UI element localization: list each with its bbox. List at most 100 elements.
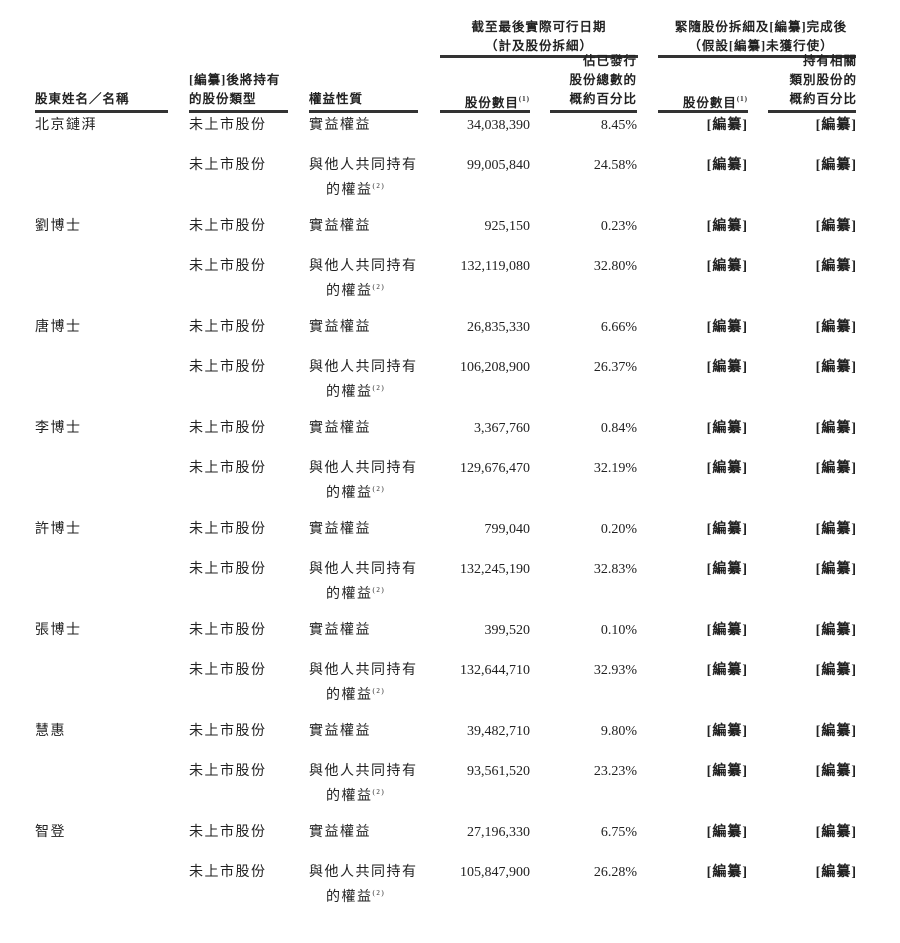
share-type: 未上市股份 (189, 421, 267, 436)
divider (35, 110, 168, 113)
header-line: 持有相關 (802, 54, 857, 68)
interest-text: 實益權益 (309, 320, 371, 335)
interest-line: 實益權益 (309, 520, 371, 540)
interest-text: 的權益 (326, 183, 373, 198)
shares-count: 105,847,900 (460, 865, 530, 880)
percentage: 32.93% (593, 663, 637, 678)
percentage-after-redacted: [編纂] (815, 259, 857, 274)
interest-nature: 實益權益 (309, 621, 371, 641)
share-type: 未上市股份 (189, 764, 267, 779)
percentage-after-redacted: [編纂] (815, 663, 857, 678)
share-type: 未上市股份 (189, 562, 267, 577)
interest-nature: 與他人共同持有 的權益(2) (309, 661, 418, 706)
interest-line: 的權益(2) (309, 580, 418, 605)
footnote-marker: (2) (372, 788, 386, 796)
holder-name: 北京鏈湃 (35, 118, 97, 133)
share-type: 未上市股份 (189, 865, 267, 880)
share-type: 未上市股份 (189, 522, 267, 537)
shares-after-redacted: [編纂] (706, 118, 748, 133)
percentage-after-redacted: [編纂] (815, 461, 857, 476)
col-header-share-type: [編纂]後將持有 的股份類型 (189, 71, 280, 109)
percentage: 26.37% (593, 360, 637, 375)
percentage-after-redacted: [編纂] (815, 764, 857, 779)
interest-line: 的權益(2) (309, 782, 418, 807)
shares-after-redacted: [編纂] (706, 461, 748, 476)
interest-text: 的權益 (326, 284, 373, 299)
header-text: 股份數目 (682, 96, 737, 110)
interest-text: 實益權益 (309, 623, 371, 638)
interest-text: 實益權益 (309, 118, 371, 133)
shares-after-redacted: [編纂] (706, 562, 748, 577)
footnote-marker: (2) (372, 687, 386, 695)
interest-nature: 實益權益 (309, 520, 371, 540)
interest-line: 的權益(2) (309, 883, 418, 908)
interest-line: 實益權益 (309, 116, 371, 136)
shares-after-redacted: [編纂] (706, 663, 748, 678)
shares-count: 106,208,900 (460, 360, 530, 375)
interest-text: 與他人共同持有 (309, 865, 418, 880)
share-type: 未上市股份 (189, 219, 267, 234)
divider (189, 110, 288, 113)
shares-count: 3,367,760 (474, 421, 530, 436)
interest-line: 實益權益 (309, 419, 371, 439)
percentage-after-redacted: [編纂] (815, 522, 857, 537)
footnote-marker: (1) (518, 95, 530, 103)
interest-text: 與他人共同持有 (309, 158, 418, 173)
interest-nature: 與他人共同持有 的權益(2) (309, 459, 418, 504)
shares-after-redacted: [編纂] (706, 724, 748, 739)
group-header-line: （假設[編纂]未獲行使） (688, 39, 834, 53)
interest-line: 與他人共同持有 (309, 762, 418, 782)
header-line: 概約百分比 (789, 92, 857, 106)
shares-after-redacted: [編纂] (706, 623, 748, 638)
shares-after-redacted: [編纂] (706, 320, 748, 335)
interest-line: 實益權益 (309, 217, 371, 237)
footnote-marker: (2) (372, 283, 386, 291)
group-header-as-of: 截至最後實際可行日期 （計及股份拆細） (440, 18, 638, 56)
shares-count: 132,119,080 (460, 259, 530, 274)
interest-line: 的權益(2) (309, 479, 418, 504)
percentage: 8.45% (600, 118, 637, 133)
percentage: 6.66% (600, 320, 637, 335)
divider (550, 110, 637, 113)
percentage: 0.20% (600, 522, 637, 537)
interest-text: 與他人共同持有 (309, 259, 418, 274)
percentage: 23.23% (593, 764, 637, 779)
percentage-after-redacted: [編纂] (815, 825, 857, 840)
shares-count: 34,038,390 (467, 118, 530, 133)
share-type: 未上市股份 (189, 158, 267, 173)
share-type: 未上市股份 (189, 320, 267, 335)
divider (440, 55, 638, 58)
interest-line: 實益權益 (309, 722, 371, 742)
group-header-line: （計及股份拆細） (484, 39, 593, 53)
percentage: 26.28% (593, 865, 637, 880)
col-header-pct-after: 持有相關 類別股份的 概約百分比 (760, 52, 857, 109)
divider (658, 110, 748, 113)
interest-line: 與他人共同持有 (309, 156, 418, 176)
holder-name: 劉博士 (35, 219, 82, 234)
percentage-after-redacted: [編纂] (815, 623, 857, 638)
col-header-shares-now: 股份數目(1) (440, 90, 530, 113)
shares-after-redacted: [編纂] (706, 825, 748, 840)
divider (440, 110, 530, 113)
holder-name: 慧惠 (35, 724, 66, 739)
interest-nature: 與他人共同持有的權益(2) (309, 560, 418, 605)
divider (309, 110, 418, 113)
interest-nature: 實益權益 (309, 722, 371, 742)
interest-nature: 實益權益 (309, 116, 371, 136)
interest-line: 與他人共同持有 (309, 358, 418, 378)
interest-text: 實益權益 (309, 724, 371, 739)
shares-count: 132,245,190 (460, 562, 530, 577)
holder-name: 李博士 (35, 421, 82, 436)
interest-text: 與他人共同持有 (309, 562, 418, 577)
percentage: 0.84% (600, 421, 637, 436)
interest-line: 與他人共同持有 (309, 863, 418, 883)
holder-name: 智登 (35, 825, 66, 840)
group-header-line: 截至最後實際可行日期 (471, 20, 607, 34)
col-header-pct-now: 佔已發行 股份總數的 概約百分比 (540, 52, 637, 109)
share-type: 未上市股份 (189, 461, 267, 476)
group-header-after: 緊隨股份拆細及[編纂]完成後 （假設[編纂]未獲行使） (662, 18, 860, 56)
interest-nature: 與他人共同持有 的權益(2) (309, 358, 418, 403)
header-line: 佔已發行 (582, 54, 637, 68)
interest-text: 的權益 (326, 587, 373, 602)
header-line: 股份總數的 (569, 73, 637, 87)
